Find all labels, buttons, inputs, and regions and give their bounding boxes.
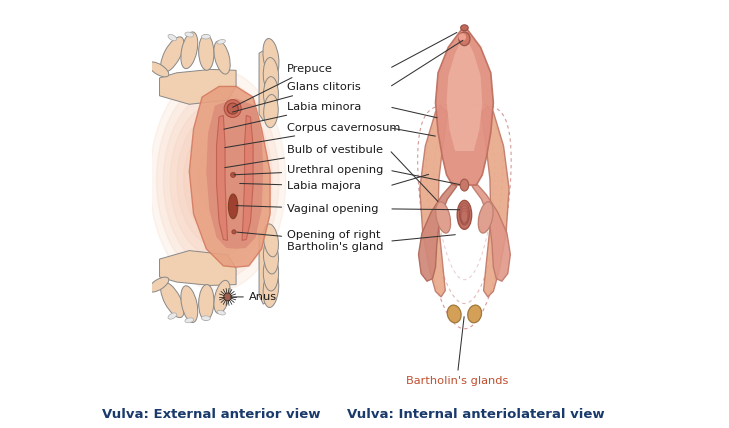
Ellipse shape [190,136,245,224]
Ellipse shape [263,239,278,274]
Ellipse shape [181,286,198,323]
Ellipse shape [185,318,194,323]
Ellipse shape [149,69,286,291]
Ellipse shape [185,32,194,37]
Text: Bulb of vestibule: Bulb of vestibule [225,145,383,168]
Ellipse shape [149,62,169,77]
Ellipse shape [181,32,198,68]
Ellipse shape [204,158,231,202]
Circle shape [232,230,236,234]
Ellipse shape [163,92,272,268]
Text: Glans clitoris: Glans clitoris [233,82,361,112]
Ellipse shape [217,310,225,315]
Ellipse shape [177,114,259,247]
Circle shape [230,172,235,178]
Text: Vulva: External anterior view: Vulva: External anterior view [102,408,321,421]
Ellipse shape [217,39,225,44]
Text: Vulva: Internal anteriolateral view: Vulva: Internal anteriolateral view [347,408,605,421]
Polygon shape [206,98,263,249]
Text: Labia majora: Labia majora [240,181,361,191]
Ellipse shape [436,202,451,233]
Polygon shape [190,86,270,267]
Ellipse shape [198,285,214,320]
Ellipse shape [468,305,482,323]
Text: Urethral opening: Urethral opening [234,165,383,175]
Ellipse shape [457,200,472,229]
Ellipse shape [460,179,469,191]
Circle shape [224,293,231,301]
Ellipse shape [160,37,184,72]
Ellipse shape [263,57,278,94]
Polygon shape [242,116,253,241]
Ellipse shape [211,169,225,191]
Polygon shape [217,116,227,241]
Ellipse shape [168,34,176,41]
Ellipse shape [198,35,214,70]
Circle shape [459,33,466,41]
Polygon shape [259,231,269,304]
Polygon shape [259,49,269,120]
Polygon shape [447,38,483,151]
Polygon shape [420,107,448,297]
Ellipse shape [478,202,493,233]
Text: Labia minora: Labia minora [224,102,362,129]
Polygon shape [160,250,236,285]
Circle shape [227,103,238,114]
Ellipse shape [157,80,279,279]
Ellipse shape [214,280,230,314]
Ellipse shape [214,41,230,74]
Ellipse shape [264,95,278,128]
Ellipse shape [198,147,238,213]
Ellipse shape [225,100,241,117]
Ellipse shape [263,269,278,307]
Ellipse shape [263,77,278,112]
Ellipse shape [184,125,252,235]
Ellipse shape [448,305,461,323]
Text: Corpus cavernosum: Corpus cavernosum [225,123,400,148]
Text: Bartholin's glands: Bartholin's glands [405,317,508,386]
Ellipse shape [160,282,184,318]
Ellipse shape [461,25,468,31]
Ellipse shape [168,313,176,319]
Ellipse shape [149,277,169,292]
Text: Opening of right
Bartholin's gland: Opening of right Bartholin's gland [237,230,383,252]
Polygon shape [472,183,510,281]
Ellipse shape [263,39,279,77]
Ellipse shape [228,194,238,219]
Polygon shape [435,29,494,185]
Ellipse shape [201,316,211,321]
Polygon shape [160,69,236,104]
Ellipse shape [263,224,278,257]
Text: Vaginal opening: Vaginal opening [236,204,378,214]
Ellipse shape [459,32,470,46]
Polygon shape [418,183,457,281]
Text: Anus: Anus [230,292,277,302]
Ellipse shape [201,34,211,39]
Ellipse shape [263,254,278,291]
Polygon shape [481,107,509,297]
Text: Prepuce: Prepuce [233,64,333,107]
Ellipse shape [170,103,265,257]
